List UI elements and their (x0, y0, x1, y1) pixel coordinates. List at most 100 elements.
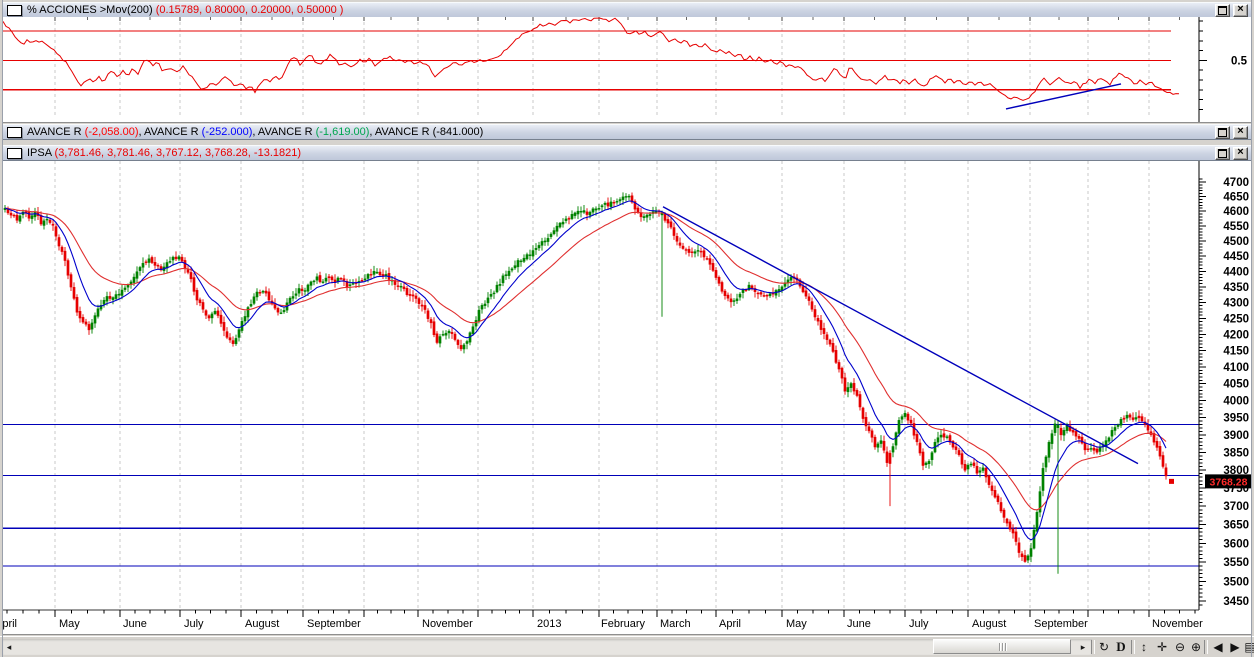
x-axis-month-label: July (184, 618, 204, 630)
refresh-icon[interactable]: ↻ (1098, 640, 1110, 654)
avance-title-segment: , AVANCE R (252, 126, 316, 138)
y-axis-tick-label: 3950 (1223, 413, 1249, 425)
y-axis-tick-label: 3500 (1223, 576, 1249, 588)
y-axis-tick-label: 3800 (1223, 465, 1249, 477)
y-axis-tick-label: 4500 (1223, 236, 1249, 248)
downtrend-line[interactable] (662, 206, 1139, 465)
window-frame-left (2, 0, 3, 657)
y-axis-tick-label: 4350 (1223, 282, 1249, 294)
avance-title: AVANCE R (-2,058.00), AVANCE R (-252.000… (27, 126, 483, 138)
ipsa-title: IPSA (27, 147, 55, 159)
zoom-vertical-icon[interactable]: ↕ (1141, 640, 1147, 654)
indicator-chart: 0.5 (3, 17, 1248, 122)
scrollbar-grip (1001, 642, 1003, 651)
y-axis-tick-label: 3550 (1223, 557, 1249, 569)
ipsa-chart: 4700 4650 4600 4550 4500 4450 4400 4350 4300 4250… (3, 161, 1251, 630)
y-axis-tick-label: 4700 (1223, 177, 1249, 189)
x-axis-month-label: February (601, 618, 646, 630)
x-axis-month-label: September (1034, 618, 1088, 630)
moving-average-line (4, 200, 1167, 541)
close-button[interactable]: × (1233, 2, 1248, 17)
y-axis-tick-label: 4550 (1223, 221, 1249, 233)
indicator-window-titlebar[interactable]: % ACCIONES >Mov(200) (0.15789, 0.80000, … (3, 2, 1251, 18)
collapse-box-icon[interactable] (7, 147, 22, 159)
toolbar-separator (1204, 640, 1208, 654)
avance-title-segment: (-1,619.00) (315, 126, 370, 138)
x-axis-month-label: August (245, 618, 279, 630)
x-axis-month-label: March (660, 618, 691, 630)
close-button[interactable]: × (1233, 124, 1248, 139)
prev-chart-icon[interactable]: ◀ (1213, 640, 1223, 654)
y-axis-tick-label: 4400 (1223, 266, 1249, 278)
indicator-layers: 0.5 (3, 17, 1248, 122)
indicator-series-line (3, 17, 1180, 101)
x-axis-month-label: May (59, 618, 80, 630)
move-chart-icon[interactable]: ✛ (1156, 640, 1168, 654)
y-axis-tick-label: 4650 (1223, 191, 1249, 203)
restore-icon (1218, 127, 1227, 137)
y-axis-tick-label: 3850 (1223, 447, 1249, 459)
x-axis-month-label: June (123, 618, 147, 630)
svg-text:3768.28: 3768.28 (1210, 476, 1248, 488)
x-axis-month-label: 2013 (537, 618, 561, 630)
x-axis: April May June July August September November 2… (3, 610, 1203, 630)
y-axis-tick-label: 3650 (1223, 520, 1249, 532)
horizontal-scrollbar-thumb[interactable] (933, 639, 1071, 654)
avance-title-segment: , AVANCE R (138, 126, 202, 138)
zoom-in-icon[interactable]: ⊕ (1190, 640, 1202, 654)
y-axis-tick-label: 4150 (1223, 346, 1249, 358)
collapse-box-icon[interactable] (7, 4, 22, 16)
ipsa-values: (3,781.46, 3,781.46, 3,767.12, 3,768.28,… (54, 147, 302, 159)
scroll-left-icon[interactable]: ◂ (6, 642, 12, 652)
next-chart-icon[interactable]: ▶ (1230, 640, 1240, 654)
x-axis-month-label: November (422, 618, 473, 630)
avance-title-segment: (-841.000) (432, 126, 484, 138)
y-axis-tick-label: 4600 (1223, 206, 1249, 218)
y-axis-tick-label: 4100 (1223, 362, 1249, 374)
collapse-box-icon[interactable] (7, 126, 22, 138)
y-axis-tick-label: 4250 (1223, 313, 1249, 325)
window-frame-right (1251, 0, 1252, 657)
avance-title-segment: , AVANCE R (369, 126, 433, 138)
indicator-title: % ACCIONES >Mov(200) (27, 4, 156, 16)
toolbar-separator (1091, 640, 1095, 654)
avance-title-segment: AVANCE R (27, 126, 85, 138)
last-price-dot (1169, 478, 1174, 484)
x-axis-month-label: May (786, 618, 807, 630)
scroll-right-icon[interactable]: ▸ (1080, 642, 1086, 652)
indicator-trendline[interactable] (1005, 83, 1122, 110)
periodicity-daily-button[interactable]: D (1116, 639, 1126, 654)
zoom-out-icon[interactable]: ⊖ (1174, 640, 1186, 654)
restore-button[interactable] (1215, 3, 1230, 17)
y-axis-tick-label: 4050 (1223, 379, 1249, 391)
y-axis-tick-label: 4300 (1223, 298, 1249, 310)
toolbar-separator (1131, 640, 1135, 654)
close-button[interactable]: × (1233, 145, 1248, 160)
x-axis-month-label: August (972, 618, 1006, 630)
close-icon: × (1237, 124, 1244, 137)
horizontal-scrollbar-track[interactable] (2, 639, 1092, 655)
y-axis-tick-label: 4450 (1223, 251, 1249, 263)
avance-title-segment: (-2,058.00) (84, 126, 139, 138)
restore-button[interactable] (1215, 146, 1230, 160)
avance-window-titlebar[interactable]: AVANCE R (-2,058.00), AVANCE R (-252.000… (3, 124, 1251, 140)
x-axis-month-label: November (1152, 618, 1203, 630)
restore-button[interactable] (1215, 125, 1230, 139)
restore-icon (1218, 5, 1227, 15)
avance-title-segment: (-252.000) (201, 126, 253, 138)
ipsa-window-titlebar[interactable]: IPSA (3,781.46, 3,781.46, 3,767.12, 3,76… (3, 145, 1251, 161)
close-icon: × (1237, 2, 1244, 15)
close-icon: × (1237, 145, 1244, 158)
y-axis-tick-label: 3450 (1223, 596, 1249, 608)
indicator-values: (0.15789, 0.80000, 0.20000, 0.50000 ) (155, 4, 344, 16)
scrollbar-grip (1004, 642, 1006, 651)
x-axis-month-label: April (719, 618, 741, 630)
report-icon[interactable]: ▤ (1244, 640, 1254, 654)
x-axis-month-label: July (909, 618, 929, 630)
ipsa-plot-pane: 4700 4650 4600 4550 4500 4450 4400 4350 4300 4250… (3, 161, 1251, 635)
ipsa-layers: 4700 4650 4600 4550 4500 4450 4400 4350 4300 4250… (3, 161, 1251, 630)
moving-average-line (4, 207, 1167, 511)
y-axis-tick-label: 3900 (1223, 430, 1249, 442)
restore-icon (1218, 148, 1227, 158)
